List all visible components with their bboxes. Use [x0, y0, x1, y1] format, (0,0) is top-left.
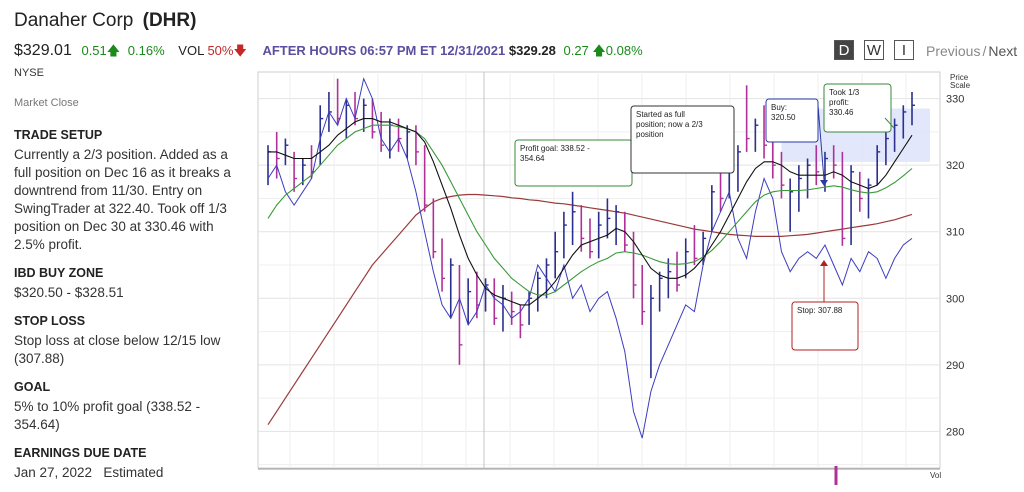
- annotation-line: Profit goal: 338.52 -: [520, 144, 590, 153]
- vol-label: VOL: [178, 43, 204, 58]
- annotation-line: position; now a 2/3: [636, 120, 703, 129]
- stop-loss-title: STOP LOSS: [14, 314, 86, 328]
- goal-text: 5% to 10% profit goal (338.52 - 354.64): [14, 399, 201, 432]
- annotation-line: 330.46: [829, 108, 854, 117]
- trade-setup-title: TRADE SETUP: [14, 128, 103, 142]
- annotation-text: Took 1/3 profit: 330.46: [829, 88, 860, 117]
- annotation-line: 320.50: [771, 113, 796, 122]
- after-hours-label: AFTER HOURS 06:57 PM ET 12/31/2021: [262, 43, 506, 58]
- ma-long-line: [267, 193, 913, 426]
- annotation-box: [791, 301, 859, 351]
- annotation-line: profit:: [829, 98, 849, 107]
- earnings-title: EARNINGS DUE DATE: [14, 446, 147, 460]
- trade-setup-text: Currently a 2/3 position. Added as a ful…: [14, 147, 231, 252]
- price-scale-label: Price: [950, 73, 969, 82]
- y-tick-label: 280: [946, 426, 964, 438]
- exchange-label: NYSE: [14, 67, 44, 79]
- annotation-text: Started as full position; now a 2/3 positi…: [636, 110, 703, 139]
- ma-long-group: [267, 193, 913, 426]
- rs-line: [267, 77, 913, 439]
- period-daily-button[interactable]: D: [834, 40, 854, 60]
- next-link[interactable]: Next: [988, 43, 1018, 59]
- quote-line: $329.01 0.51🡅 0.16% VOL 50%🡇 AFTER HOURS…: [14, 42, 643, 64]
- last-price: $329.01: [14, 42, 72, 59]
- annotations: Profit goal: 338.52 -354.64 Started as fu…: [514, 83, 895, 351]
- ma-lines: [267, 77, 913, 439]
- after-hours-change: 0.27: [563, 43, 589, 58]
- annotation-box: [765, 98, 819, 143]
- y-tick-label: 320: [946, 160, 964, 172]
- annotation-text: Buy: 320.50: [771, 103, 796, 122]
- ma-short-line: [268, 118, 913, 306]
- volume-label: Vol: [930, 471, 941, 480]
- annotation-line: Buy:: [771, 103, 787, 112]
- annotation-box: [823, 83, 892, 133]
- ma-mid-line: [267, 124, 913, 296]
- up-arrow-icon: 🡅: [592, 43, 606, 58]
- price-change-pct: 0.16%: [127, 43, 165, 58]
- company-title: Danaher Corp (DHR): [14, 10, 196, 32]
- trade-sidebar: TRADE SETUP Currently a 2/3 position. Ad…: [14, 126, 246, 492]
- profit-pointer: [884, 117, 895, 129]
- price-scale-label-line2: Scale: [950, 81, 971, 90]
- goal-title: GOAL: [14, 380, 51, 394]
- previous-link[interactable]: Previous: [926, 43, 981, 59]
- chart-navigation: Previous / Next: [926, 43, 1017, 59]
- buy-pointer: [817, 104, 825, 181]
- y-tick-label: 310: [946, 227, 964, 239]
- after-hours-change-pct: 0.08%: [605, 43, 643, 58]
- stop-arrow-icon: [820, 260, 828, 266]
- period-weekly-button[interactable]: W: [864, 40, 884, 60]
- annotation-line: 354.64: [520, 154, 545, 163]
- vol-pct: 50%: [207, 43, 234, 58]
- y-tick-label: 290: [946, 360, 964, 372]
- annotation-line: Stop: 307.88: [797, 306, 843, 315]
- earnings-date: Jan 27, 2022: [14, 465, 93, 480]
- company-name: Danaher Corp: [14, 10, 134, 31]
- down-arrow-icon: 🡇: [233, 43, 247, 58]
- y-tick-label: 300: [946, 293, 964, 305]
- period-intraday-button[interactable]: I: [894, 40, 914, 60]
- nav-separator: /: [982, 43, 987, 59]
- buy-arrow-icon: [820, 180, 828, 186]
- buy-zone-title: IBD BUY ZONE: [14, 266, 104, 280]
- annotation-line: Started as full: [636, 110, 685, 119]
- market-status: Market Close: [14, 97, 79, 109]
- annotation-box: [630, 105, 735, 174]
- stop-loss-text: Stop loss at close below 12/15 low (307.…: [14, 333, 221, 366]
- earnings-note: Estimated: [103, 465, 164, 480]
- annotation-text: Profit goal: 338.52 -354.64: [520, 144, 590, 163]
- ticker-symbol: (DHR): [142, 10, 197, 31]
- up-arrow-icon: 🡅: [106, 43, 121, 58]
- y-tick-labels: 280 290 300 310 320 330: [946, 94, 964, 439]
- annotation-text: Stop: 307.88: [797, 306, 843, 315]
- annotation-line: Took 1/3: [829, 88, 860, 97]
- price-change: 0.51: [81, 43, 107, 58]
- plot-border: [257, 71, 941, 469]
- buy-zone-text: $320.50 - $328.51: [14, 285, 124, 300]
- earnings-text: Jan 27, 2022 Estimated: [14, 464, 246, 482]
- after-hours-price: $329.28: [508, 43, 556, 58]
- y-tick-label: 330: [946, 94, 964, 106]
- annotation-line: position: [636, 130, 664, 139]
